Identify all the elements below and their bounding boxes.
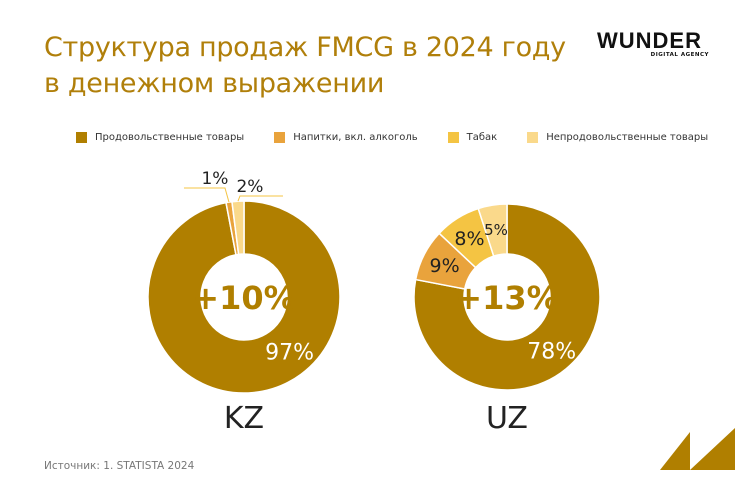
title-line-1: Структура продаж FMCG в 2024 году [44,32,566,63]
legend-item: Табак [447,132,498,143]
center-growth-label: +10% [192,279,295,317]
title-line-2: в денежном выражении [44,68,385,99]
legend-item: Напитки, вкл. алкоголь [274,132,418,143]
country-label: KZ [224,401,264,436]
logo-sub: DIGITAL AGENCY [650,52,709,58]
legend-label: Напитки, вкл. алкоголь [293,132,418,143]
wunder-logo: WUNDER DIGITAL AGENCY [597,28,709,59]
slice-label: 97% [265,341,314,366]
legend-label: Продовольственные товары [95,132,245,143]
donut-slice [231,200,245,256]
legend: Продовольственные товары Напитки, вкл. а… [76,132,738,143]
donut-slice [413,203,601,391]
slice-label: 2% [236,177,263,197]
slice-label: 8% [454,228,484,250]
slice-label: 5% [484,221,508,239]
legend-swatch [447,132,459,143]
legend-swatch [274,132,286,143]
legend-swatch [76,132,87,143]
logo-mark-right [690,428,735,470]
leader-line [183,187,230,203]
legend-swatch [527,132,539,143]
donut-slice [477,203,508,258]
slice-label: 9% [430,255,460,277]
donut-slice [147,200,341,394]
country-label: UZ [486,401,528,436]
slice-label: 1% [201,169,228,189]
legend-item: Непродовольственные товары [527,132,708,143]
legend-label: Табак [466,132,498,143]
logo-mark-left [660,432,690,470]
logo-main: WUNDER [597,28,702,53]
page-title: Структура продаж FMCG в 2024 году в дене… [44,30,566,102]
source-note: Источник: 1. STATISTA 2024 [44,460,195,472]
legend-item: Продовольственные товары [76,132,244,143]
leader-line [237,195,283,202]
center-growth-label: +13% [455,279,558,317]
legend-label: Непродовольственные товары [546,132,709,143]
slice-label: 78% [527,339,576,364]
